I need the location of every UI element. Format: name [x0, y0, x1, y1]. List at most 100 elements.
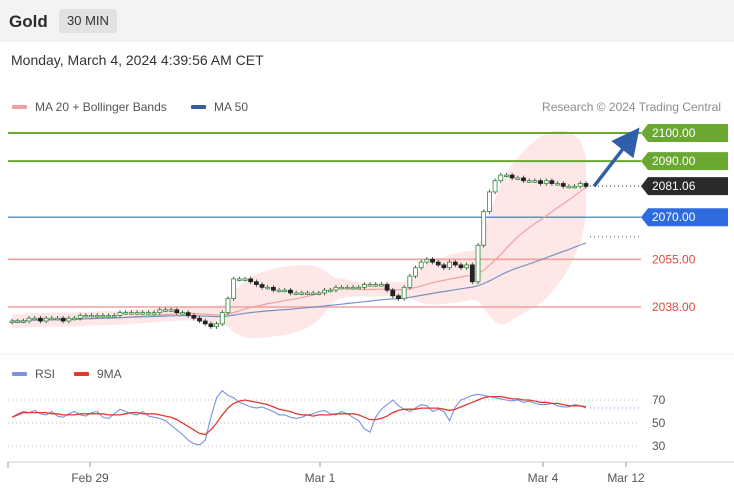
level-2081-06-label: 2081.06: [652, 179, 696, 193]
candle: [577, 183, 583, 187]
candle: [333, 286, 339, 291]
candle: [276, 289, 282, 293]
candle: [94, 315, 100, 318]
ma50-line: [12, 242, 587, 322]
level-2070-00-label: 2070.00: [652, 210, 696, 224]
candle: [111, 315, 117, 318]
level-2090-00-tag: [641, 152, 728, 171]
rsi-line: [11, 390, 587, 446]
interval-button[interactable]: 30 MIN: [59, 9, 117, 33]
candle: [339, 286, 345, 290]
candle: [66, 317, 72, 322]
candle: [20, 320, 26, 323]
candle: [202, 320, 208, 325]
candle: [77, 315, 83, 319]
x-tick-label: Feb 29: [71, 471, 109, 485]
candle: [140, 312, 146, 315]
level-2038-00-label: 2038.00: [652, 300, 696, 314]
candle: [361, 284, 367, 288]
candle: [441, 264, 447, 269]
candle: [367, 284, 373, 287]
level-2100-00-label: 2100.00: [652, 126, 696, 140]
candle: [435, 261, 441, 266]
candle: [55, 317, 60, 321]
candle: [174, 309, 180, 314]
ma20-label: MA 20 + Bollinger Bands: [35, 100, 167, 114]
candle: [418, 261, 424, 269]
candle: [401, 286, 407, 299]
candle: [566, 185, 572, 189]
candle: [9, 320, 15, 323]
forecast-arrow: [592, 127, 640, 188]
candle: [305, 292, 310, 295]
candle: [168, 309, 174, 312]
ma20-swatch: [12, 105, 27, 109]
rsi-tick-label: 50: [652, 416, 666, 430]
candle: [32, 317, 38, 321]
level-2070-00-tag: [641, 208, 728, 227]
chart-datetime: Monday, March 4, 2024 4:39:56 AM CET: [11, 52, 264, 68]
forecast-arrow-layer: [0, 127, 734, 355]
level-2081-06-tag: [641, 177, 728, 196]
candle: [526, 180, 532, 183]
candle: [208, 323, 214, 328]
price-levels: 2100.00 2090.00 2081.06 2070.00 2055.00 2038.…: [8, 124, 728, 314]
candle: [486, 191, 492, 212]
candle: [231, 278, 237, 299]
candle: [26, 317, 32, 322]
legend-ma20: MA 20 + Bollinger Bands: [12, 100, 167, 114]
candle: [396, 295, 401, 299]
research-credit: Research © 2024 Trading Central: [542, 100, 721, 114]
candle: [15, 320, 21, 323]
candle: [180, 312, 185, 315]
candle: [134, 312, 140, 315]
candle: [413, 267, 418, 277]
candle: [344, 286, 350, 290]
candle: [515, 177, 521, 180]
ma9-swatch: [74, 372, 89, 376]
candle: [106, 315, 112, 318]
candle: [481, 211, 487, 246]
moving-averages: [12, 186, 587, 322]
candle: [475, 244, 481, 283]
level-2090-00-label: 2090.00: [652, 154, 696, 168]
ma50-label: MA 50: [214, 100, 249, 114]
candle: [538, 180, 543, 184]
candle: [379, 284, 384, 287]
candle: [316, 292, 322, 295]
candle: [430, 258, 435, 263]
candle: [236, 278, 242, 281]
candle: [225, 298, 231, 314]
candle: [123, 312, 129, 315]
candle: [407, 275, 413, 288]
candle: [583, 183, 589, 187]
candle: [43, 317, 49, 322]
candle: [322, 289, 327, 294]
candle: [191, 315, 197, 319]
rsi-panel: 30 50 70: [8, 390, 666, 453]
candle: [469, 264, 475, 283]
candle: [549, 180, 555, 184]
candle: [214, 323, 219, 328]
candle: [145, 312, 151, 315]
candle: [197, 317, 202, 322]
candle: [265, 286, 271, 290]
candle: [271, 286, 276, 291]
candle: [521, 177, 526, 182]
ma9-label: 9MA: [97, 367, 122, 381]
rsi-9ma-line: [11, 395, 587, 436]
instrument-title: Gold: [9, 12, 48, 31]
ma50-swatch: [191, 105, 206, 109]
candle: [185, 312, 191, 316]
candle: [72, 317, 77, 321]
candle: [373, 284, 379, 287]
legend-ma50: MA 50: [191, 100, 248, 114]
candle: [242, 278, 248, 281]
candle: [288, 289, 293, 294]
legend-9ma: 9MA: [74, 367, 122, 381]
rsi-tick-label: 30: [652, 439, 666, 453]
candle: [327, 289, 333, 293]
bollinger-band-fill: [12, 130, 586, 339]
level-2100-00-tag: [641, 124, 728, 142]
candle: [128, 312, 134, 315]
